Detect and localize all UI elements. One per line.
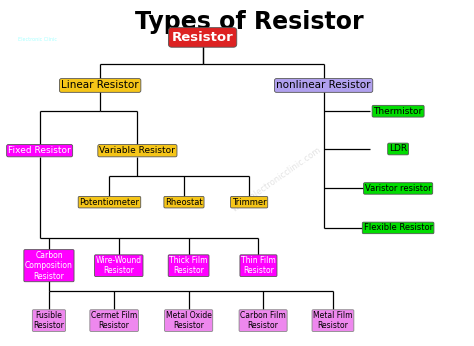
- Text: Metal Oxide
Resistor: Metal Oxide Resistor: [166, 311, 211, 330]
- Text: Carbon
Composition
Resistor: Carbon Composition Resistor: [25, 251, 73, 281]
- Text: nonlinear Resistor: nonlinear Resistor: [276, 81, 371, 90]
- Text: Variable Resistor: Variable Resistor: [100, 146, 175, 155]
- Text: Linear Resistor: Linear Resistor: [61, 81, 139, 90]
- Text: Carbon Film
Resistor: Carbon Film Resistor: [240, 311, 286, 330]
- Text: Cermet Film
Resistor: Cermet Film Resistor: [91, 311, 137, 330]
- Text: Thick Film
Resistor: Thick Film Resistor: [169, 256, 208, 275]
- Text: Fusible
Resistor: Fusible Resistor: [34, 311, 64, 330]
- Text: www.electronicclinic.com: www.electronicclinic.com: [231, 146, 323, 214]
- Text: Metal Film
Resistor: Metal Film Resistor: [313, 311, 353, 330]
- Text: Fixed Resistor: Fixed Resistor: [8, 146, 71, 155]
- Text: Thermistor: Thermistor: [374, 107, 423, 116]
- Text: Varistor resistor: Varistor resistor: [365, 184, 431, 193]
- Text: Rheostat: Rheostat: [165, 198, 203, 207]
- Text: Resistor: Resistor: [172, 31, 234, 44]
- Text: Trimmer: Trimmer: [232, 198, 266, 207]
- Text: Thin Film
Resistor: Thin Film Resistor: [241, 256, 276, 275]
- Text: Wire-Wound
Resistor: Wire-Wound Resistor: [96, 256, 142, 275]
- Text: Potentiometer: Potentiometer: [80, 198, 139, 207]
- Text: LDR: LDR: [389, 145, 407, 154]
- Text: Flexible Resistor: Flexible Resistor: [364, 224, 433, 233]
- Text: Types of Resistor: Types of Resistor: [135, 10, 364, 34]
